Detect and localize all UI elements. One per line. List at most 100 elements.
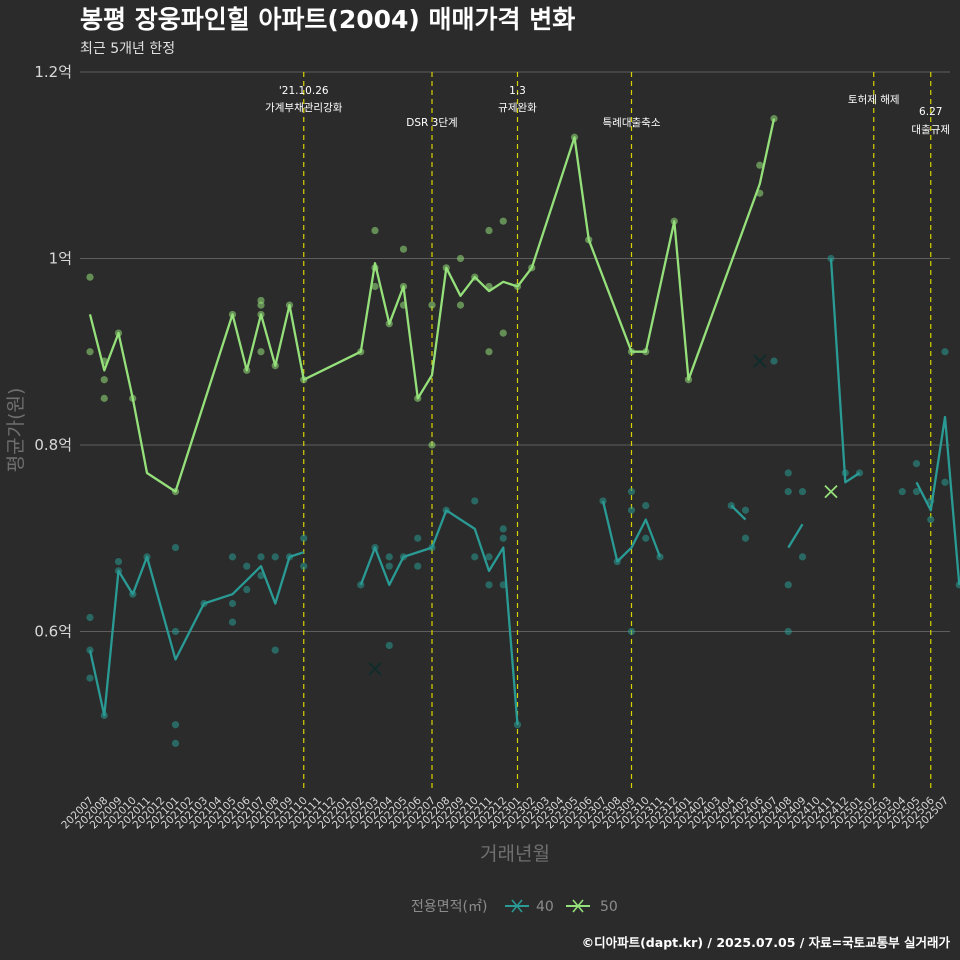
data-point: [927, 515, 935, 524]
data-point: [941, 348, 949, 356]
cross-marker: [824, 484, 838, 499]
data-point: [485, 226, 493, 235]
data-point: [257, 301, 265, 309]
y-axis-title: 평균가(원): [5, 388, 27, 473]
data-point: [798, 553, 807, 561]
data-point: [86, 273, 94, 281]
data-point: [414, 534, 422, 542]
data-point: [243, 562, 251, 570]
cross-marker: [753, 354, 767, 368]
data-point: [428, 441, 436, 449]
series-line: [787, 523, 804, 549]
legend-label-50: 50: [600, 899, 618, 915]
data-point: [485, 348, 493, 356]
series-line: [88, 118, 776, 493]
data-point: [100, 376, 108, 384]
data-point: [784, 488, 792, 496]
data-point: [642, 501, 650, 510]
event-label: 1.3 규제완화: [498, 85, 537, 114]
legend-cross-50: [572, 899, 584, 913]
data-point: [499, 217, 507, 225]
data-point: [485, 581, 493, 589]
legend-key-40: [505, 899, 529, 913]
data-point: [271, 646, 279, 654]
data-point: [513, 721, 522, 729]
y-tick-label: 1억: [49, 249, 72, 267]
chart-title: 봉평 장웅파인힐 아파트(2004) 매매가격 변화: [80, 5, 575, 34]
cross-marker: [368, 662, 382, 676]
grid-lines: [80, 71, 950, 632]
data-point: [171, 543, 180, 552]
data-point: [456, 254, 465, 263]
chart-caption: ©디아파트(dapt.kr) / 2025.07.05 / 자료=국토교통부 실…: [582, 935, 951, 950]
data-point: [741, 506, 750, 514]
y-tick-label: 0.8억: [34, 436, 72, 454]
data-point: [784, 469, 792, 477]
event-label: DSR 3단계: [406, 117, 457, 129]
data-point: [243, 585, 251, 594]
data-series: [86, 115, 960, 747]
data-point: [414, 562, 422, 570]
data-point: [171, 721, 180, 729]
data-point: [941, 478, 949, 486]
data-point: [271, 553, 279, 561]
legend: 전용면적(㎡) 40 50: [411, 899, 618, 915]
data-point: [257, 553, 265, 561]
series-line: [915, 415, 960, 585]
data-point: [471, 553, 479, 561]
data-point: [86, 674, 94, 682]
data-point: [499, 329, 507, 337]
series-line: [601, 500, 662, 563]
data-point: [300, 534, 308, 542]
data-point: [399, 245, 408, 253]
data-point: [228, 618, 237, 626]
data-point: [300, 562, 308, 570]
series-line: [730, 504, 747, 521]
legend-cross-40: [511, 899, 523, 913]
legend-key-50: [566, 899, 590, 913]
event-label: 특례대출축소: [603, 117, 661, 129]
data-point: [171, 627, 180, 636]
y-axis-ticks: 0.6억 0.8억 1억 1.2억: [34, 63, 72, 640]
data-point: [627, 627, 636, 636]
data-point: [371, 282, 379, 291]
chart-subtitle: 최근 5개년 한정: [80, 41, 175, 57]
data-point: [385, 641, 393, 650]
data-point: [784, 581, 792, 589]
data-point: [898, 488, 906, 496]
data-point: [385, 553, 393, 561]
data-point: [171, 739, 180, 747]
data-point: [627, 506, 636, 514]
data-point: [228, 553, 237, 561]
data-point: [371, 226, 379, 235]
data-point: [499, 525, 507, 533]
x-axis-title: 거래년월: [480, 843, 550, 865]
event-label: '21.10.26 가계부채관리강화: [265, 85, 343, 114]
data-point: [784, 627, 792, 636]
series-line: [88, 551, 305, 717]
data-point: [471, 497, 479, 505]
data-point: [912, 488, 921, 496]
data-point: [86, 348, 94, 356]
data-point: [642, 534, 650, 542]
data-point: [756, 161, 764, 169]
data-point: [428, 301, 436, 309]
data-point: [627, 488, 636, 496]
event-label: 토허제 해제: [848, 93, 900, 106]
data-point: [770, 357, 778, 365]
data-point: [100, 394, 108, 402]
data-point: [912, 460, 921, 468]
data-point: [257, 348, 265, 356]
data-point: [385, 562, 393, 570]
y-tick-label: 0.6억: [34, 622, 72, 640]
data-point: [485, 553, 493, 561]
legend-title: 전용면적(㎡): [411, 899, 487, 915]
series-40: [86, 254, 960, 747]
data-point: [741, 534, 750, 542]
event-label: 6.27 대출규제: [911, 106, 950, 136]
y-tick-label: 1.2억: [34, 63, 72, 81]
